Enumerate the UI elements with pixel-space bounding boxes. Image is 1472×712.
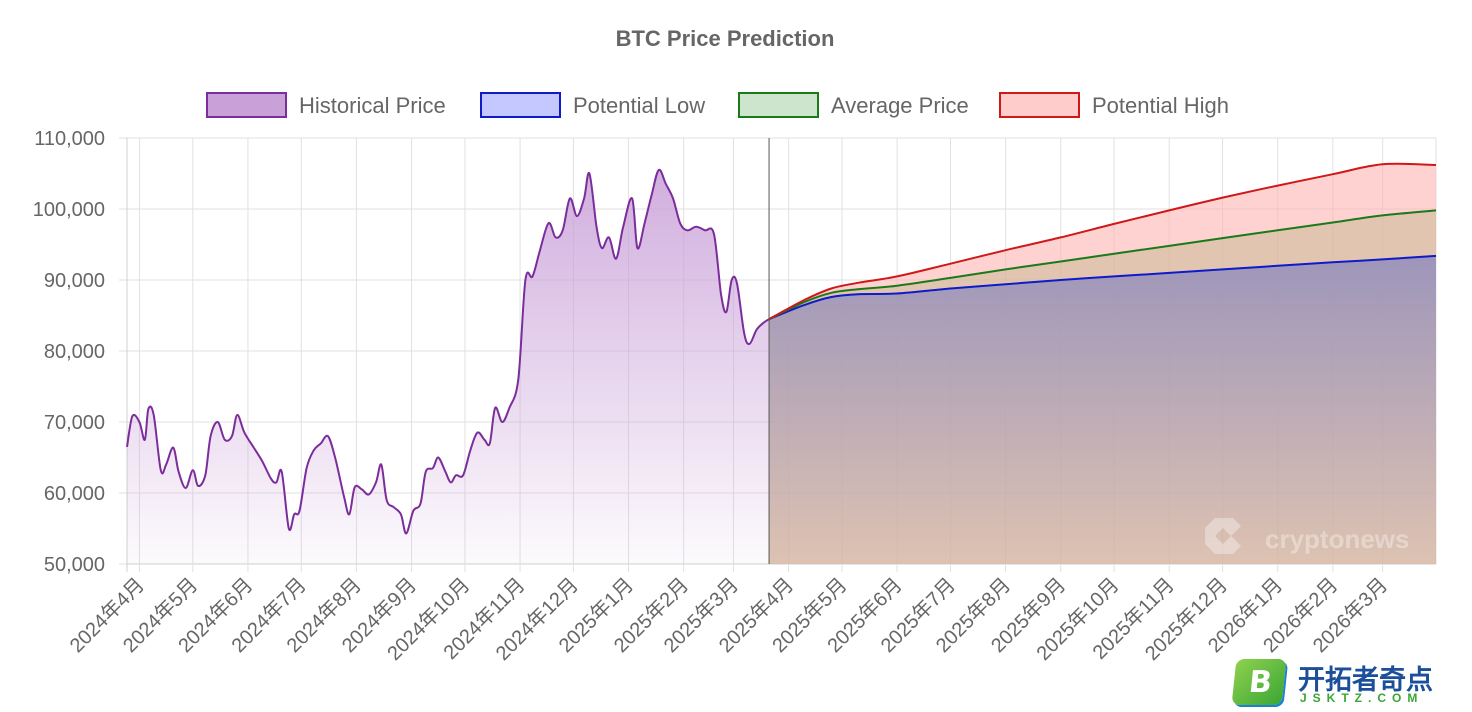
y-tick-label: 50,000: [44, 554, 105, 576]
potential-low-line: [768, 254, 1437, 321]
legend-label: Average Price: [831, 93, 969, 118]
y-axis: 50,000 60,000 70,000 80,000 90,000 100,000 110…: [33, 128, 105, 576]
legend: Historical Price Potential Low Average Pri…: [206, 92, 1229, 118]
potential-high-line: [768, 162, 1437, 320]
watermark-icon: [1205, 518, 1241, 554]
y-tick-label: 60,000: [44, 483, 105, 505]
y-tick-label: 90,000: [44, 270, 105, 292]
legend-label: Potential Low: [573, 93, 705, 118]
legend-label: Historical Price: [299, 93, 446, 118]
historical-price-line: [126, 168, 770, 535]
logo-sub: JSKTZ.COM: [1300, 691, 1424, 705]
watermark: cryptonews: [1265, 524, 1410, 554]
site-logo: B 开拓者奇点 JSKTZ.COM: [1230, 657, 1466, 711]
historical-price-area: [127, 169, 770, 565]
y-tick-label: 70,000: [44, 412, 105, 434]
legend-swatch: [480, 92, 561, 118]
legend-swatch: [206, 92, 287, 118]
plot-series: [126, 138, 1437, 565]
x-axis: 2024年4月2024年5月2024年6月2024年7月2024年8月2024年…: [65, 573, 1392, 665]
y-tick-label: 80,000: [44, 341, 105, 363]
chart-title: BTC Price Prediction: [616, 26, 835, 51]
logo-badge-letter: B: [1247, 665, 1274, 700]
average-price-line: [768, 209, 1437, 320]
legend-swatch: [999, 92, 1080, 118]
y-tick-label: 100,000: [33, 199, 105, 221]
y-tick-label: 110,000: [34, 128, 105, 150]
potential-low-area: [769, 255, 1436, 564]
logo-name: 开拓者奇点: [1298, 665, 1433, 696]
legend-swatch: [738, 92, 819, 118]
logo-badge-icon: B: [1231, 659, 1287, 705]
legend-label: Potential High: [1092, 93, 1229, 118]
